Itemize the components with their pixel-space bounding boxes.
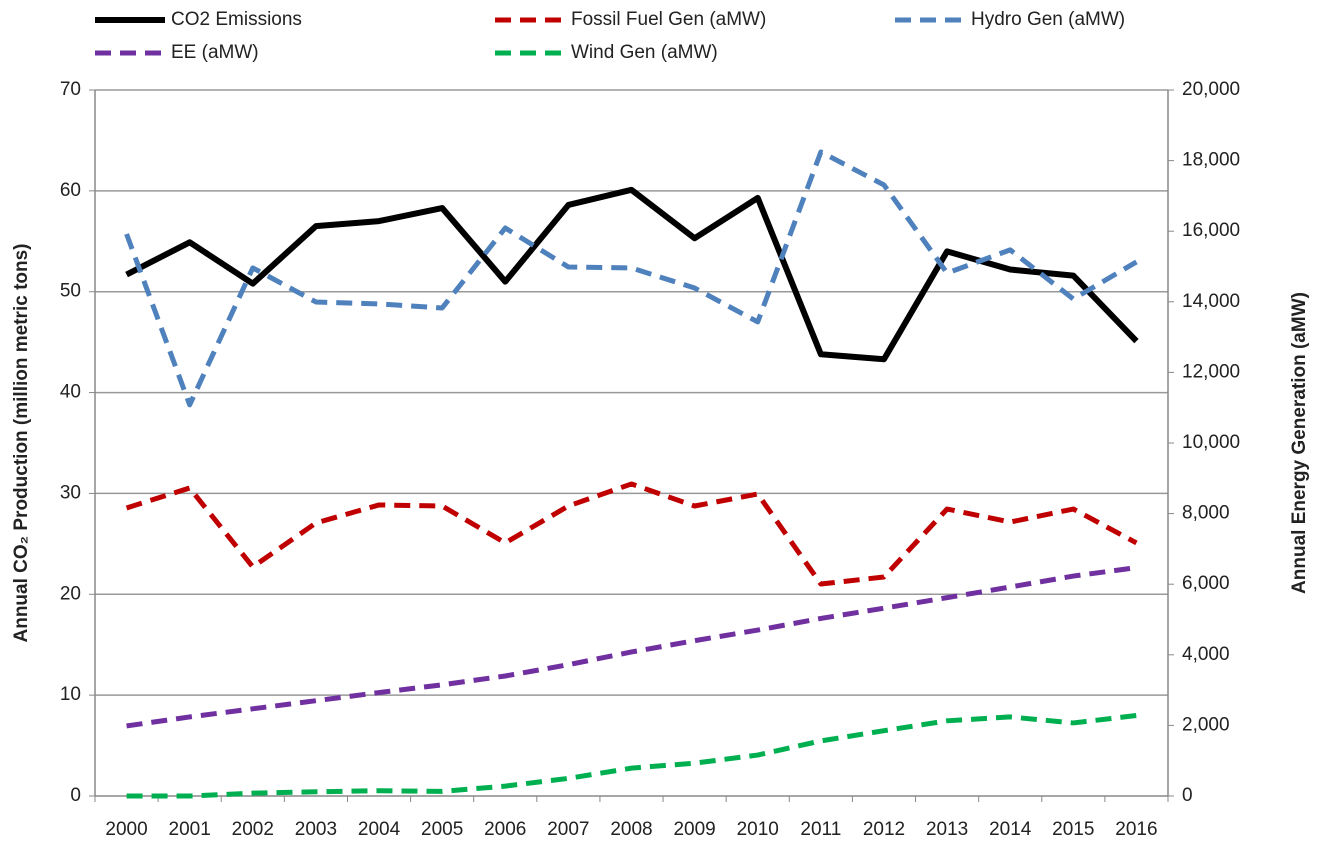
- y-tick-label: 40: [60, 382, 81, 403]
- series-line: [124, 149, 1138, 408]
- legend-label: Wind Gen (aMW): [571, 42, 718, 63]
- x-tick-label: 2007: [547, 819, 589, 840]
- legend-label: EE (aMW): [171, 42, 259, 63]
- y-tick-label: 60: [60, 180, 81, 201]
- x-tick-label: 2002: [232, 819, 274, 840]
- legend-label: Fossil Fuel Gen (aMW): [571, 9, 766, 30]
- y2-tick-label: 14,000: [1182, 291, 1240, 312]
- x-tick-label: 2005: [421, 819, 463, 840]
- y2-tick-label: 4,000: [1182, 644, 1230, 665]
- legend-label: CO2 Emissions: [171, 9, 302, 30]
- y2-tick-label: 8,000: [1182, 503, 1230, 524]
- legend-label: Hydro Gen (aMW): [971, 9, 1125, 30]
- y-tick-label: 50: [60, 281, 81, 302]
- x-tick-label: 2006: [484, 819, 526, 840]
- y-tick-label: 70: [60, 79, 81, 100]
- x-tick-label: 2004: [358, 819, 401, 840]
- x-tick-label: 2009: [673, 819, 715, 840]
- y2-tick-label: 0: [1182, 785, 1193, 806]
- y-axis-title: Annual CO₂ Production (million metric to…: [11, 244, 32, 643]
- series-line: [126, 565, 1137, 729]
- y2-tick-label: 12,000: [1182, 361, 1240, 382]
- x-tick-label: 2016: [1115, 819, 1157, 840]
- y2-tick-label: 2,000: [1182, 714, 1230, 735]
- y2-tick-label: 6,000: [1182, 573, 1230, 594]
- y2-tick-label: 18,000: [1182, 150, 1240, 171]
- y2-tick-label: 10,000: [1182, 432, 1240, 453]
- x-tick-label: 2012: [863, 819, 905, 840]
- y-tick-label: 10: [60, 684, 81, 705]
- series-line: [125, 186, 1139, 363]
- y2-tick-label: 16,000: [1182, 220, 1240, 241]
- x-tick-label: 2013: [926, 819, 968, 840]
- x-tick-label: 2000: [105, 819, 147, 840]
- y-tick-label: 30: [60, 482, 81, 503]
- y2-axis-title: Annual Energy Generation (aMW): [1289, 292, 1310, 594]
- x-tick-label: 2008: [610, 819, 652, 840]
- series-line: [126, 713, 1137, 799]
- x-tick-label: 2010: [737, 819, 779, 840]
- y-tick-label: 0: [70, 785, 81, 806]
- x-tick-label: 2011: [800, 819, 841, 840]
- x-tick-label: 2003: [295, 819, 337, 840]
- series-line: [125, 481, 1138, 587]
- x-tick-label: 2001: [169, 819, 211, 840]
- y-tick-label: 20: [60, 583, 81, 604]
- x-tick-label: 2015: [1052, 819, 1094, 840]
- x-tick-label: 2014: [989, 819, 1032, 840]
- y2-tick-label: 20,000: [1182, 79, 1240, 100]
